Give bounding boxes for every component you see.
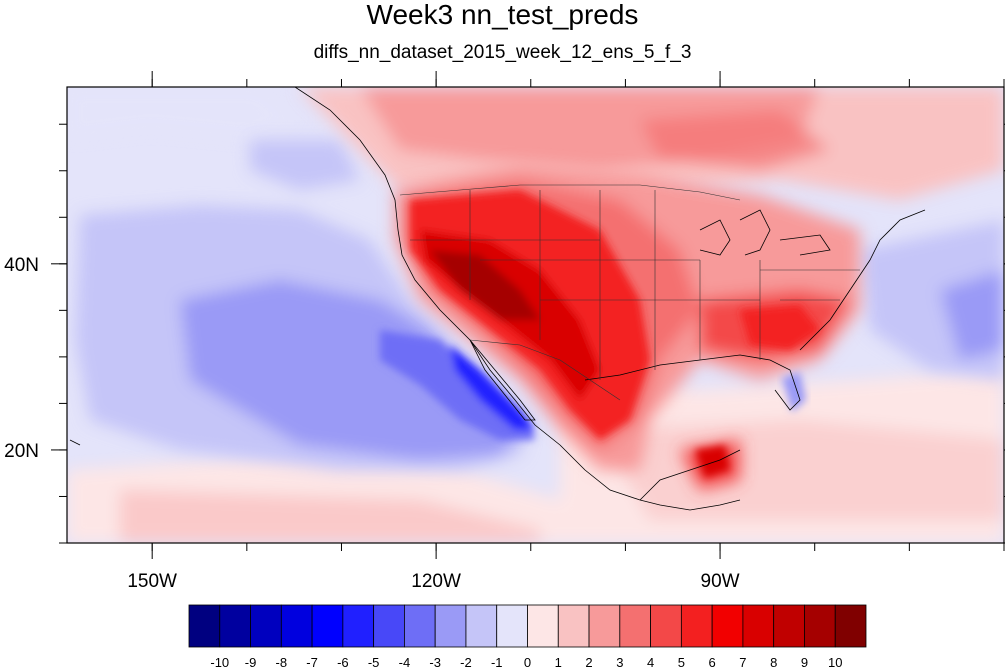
map-title: Week3 nn_test_preds <box>366 0 639 30</box>
colorbar-level-label: 10 <box>828 655 842 670</box>
tropical-pink-bands <box>67 87 1004 543</box>
colorbar-box <box>250 604 282 648</box>
colorbar-box <box>219 604 251 648</box>
colorbar-level-label: -4 <box>399 655 411 670</box>
colorbar-box <box>557 604 590 648</box>
colorbar-box <box>311 604 344 648</box>
colorbar-labels: -10 -9 -8 -7 -6 -5 -4 -3 -2 -1 0 1 2 3 4 5 6 7 8 9 10 <box>210 655 842 670</box>
colorbar-level-label: 2 <box>585 655 592 670</box>
colorbar-box <box>342 604 375 648</box>
colorbar-box <box>834 604 867 648</box>
colorbar-box <box>404 604 436 648</box>
colorbar-box <box>680 604 713 648</box>
colorbar-box <box>434 604 467 648</box>
colorbar-level-label: -2 <box>460 655 472 670</box>
map-field <box>67 87 1004 543</box>
colorbar-level-label: 6 <box>709 655 716 670</box>
colorbar-box <box>527 604 559 648</box>
colorbar-level-label: -10 <box>210 655 229 670</box>
colorbar-box <box>465 604 498 648</box>
colorbar-level-label: -3 <box>429 655 441 670</box>
north-warm-anomaly <box>300 87 1004 200</box>
colorbar-box <box>496 604 528 648</box>
colorbar-level-label: -6 <box>337 655 349 670</box>
colorbar-box <box>188 604 221 648</box>
colorbar-box <box>711 604 744 648</box>
colorbar-level-label: 8 <box>770 655 777 670</box>
florida-cool <box>782 372 806 412</box>
lon-tick-label: 150W <box>127 571 177 592</box>
colorbar-box <box>280 604 313 648</box>
map-subtitle: diffs_nn_dataset_2015_week_12_ens_5_f_3 <box>313 42 692 63</box>
colorbar-level-label: 9 <box>801 655 808 670</box>
axis-tick-labels: 150W 120W 90W 40N 20N <box>4 255 740 592</box>
coastlines <box>69 87 926 511</box>
colorbar-box <box>619 604 651 648</box>
colorbar-level-label: 1 <box>555 655 562 670</box>
lon-tick-label: 120W <box>411 571 461 592</box>
colorbar-box <box>588 604 621 648</box>
colorbar-box <box>742 604 775 648</box>
colorbar-level-label: -7 <box>306 655 318 670</box>
colorbar-level-label: 7 <box>739 655 746 670</box>
lon-tick-label: 90W <box>701 571 740 592</box>
colorbar-box <box>650 604 682 648</box>
colorbar-box <box>773 604 805 648</box>
lat-tick-label: 20N <box>4 441 39 462</box>
colorbar-box <box>804 604 836 648</box>
colorbar-boxes <box>188 604 867 648</box>
colorbar-level-label: 0 <box>524 655 531 670</box>
pacific-cold-anomaly <box>75 140 1004 470</box>
colorbar-level-label: 3 <box>616 655 623 670</box>
colorbar-level-label: -9 <box>245 655 257 670</box>
colorbar-level-label: 5 <box>678 655 685 670</box>
map-frame <box>66 86 1005 544</box>
colorbar-level-label: -5 <box>368 655 380 670</box>
baja-cold-core <box>380 330 535 440</box>
colorbar-box <box>373 604 405 648</box>
political-borders <box>399 184 860 401</box>
lat-tick-label: 40N <box>4 255 39 276</box>
colorbar-level-label: -1 <box>491 655 503 670</box>
colorbar-level-label: 4 <box>647 655 654 670</box>
colorbar-level-label: -8 <box>276 655 288 670</box>
axis-ticks <box>51 71 1005 559</box>
